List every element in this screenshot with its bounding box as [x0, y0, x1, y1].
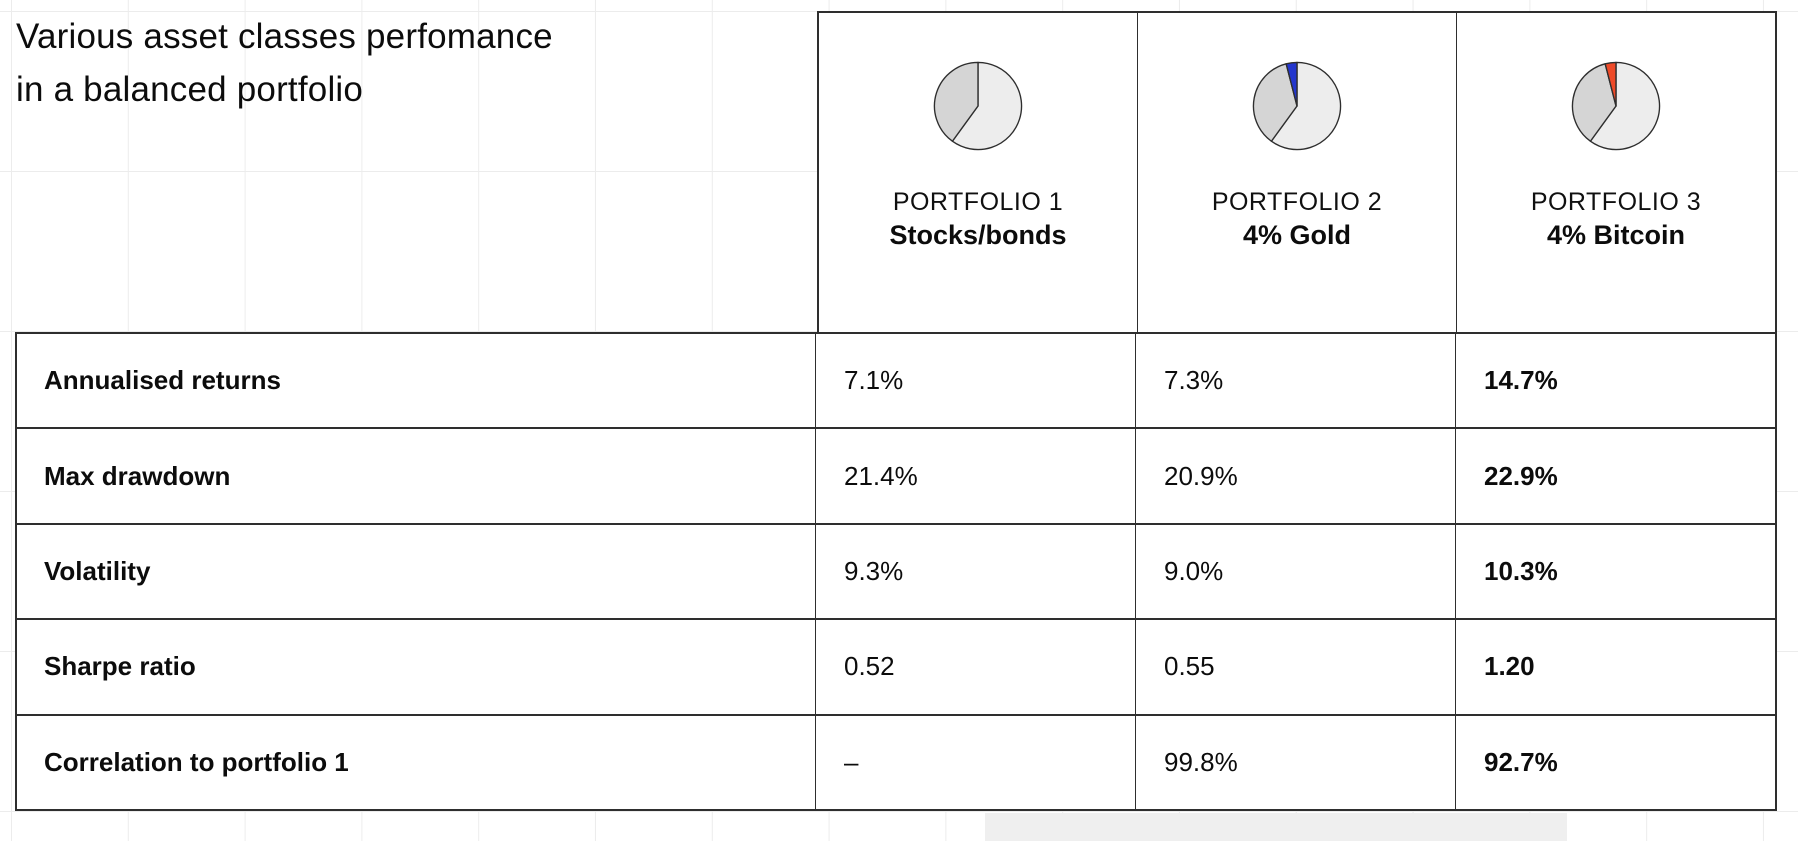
pie-slice — [1571, 63, 1617, 142]
cell-value: 22.9% — [1455, 429, 1775, 523]
portfolio-label: PORTFOLIO 3 — [1530, 188, 1702, 216]
portfolio-label: PORTFOLIO 2 — [1211, 188, 1383, 216]
cell-value: 0.52 — [815, 620, 1135, 714]
cell-value: 10.3% — [1455, 524, 1775, 619]
cell-value: – — [815, 715, 1135, 810]
row-label: Annualised returns — [44, 365, 281, 396]
portfolio-sublabel: 4% Gold — [1242, 220, 1351, 250]
title-line-1: Various asset classes perfomance — [16, 17, 553, 56]
pie-chart-portfolio-2 — [1252, 61, 1342, 151]
portfolio-column-1: PORTFOLIO 1 Stocks/bonds — [819, 13, 1137, 332]
cell-value: 1.20 — [1455, 620, 1775, 714]
table-row: Sharpe ratio 0.52 0.55 1.20 — [17, 618, 1775, 714]
portfolio-column-2: PORTFOLIO 2 4% Gold — [1137, 13, 1456, 332]
table-row: Annualised returns 7.1% 7.3% 14.7% — [17, 334, 1775, 428]
cell-value: 9.3% — [815, 524, 1135, 619]
row-label: Sharpe ratio — [44, 651, 196, 682]
title-line-2: in a balanced portfolio — [16, 70, 364, 109]
pie-slice — [951, 61, 1023, 151]
row-label: Volatility — [44, 556, 151, 587]
cell-value: 99.8% — [1135, 715, 1455, 810]
cell-value: 20.9% — [1135, 429, 1455, 523]
pie-chart-portfolio-3 — [1571, 61, 1661, 151]
portfolio-sublabel: 4% Bitcoin — [1546, 220, 1686, 250]
cell-value: 0.55 — [1135, 620, 1455, 714]
cell-value: 92.7% — [1455, 715, 1775, 810]
table-row: Correlation to portfolio 1 –99.8% 92.7% — [17, 713, 1775, 810]
cell-value: 21.4% — [815, 429, 1135, 523]
pie-slice — [1252, 63, 1298, 142]
cell-value: 9.0% — [1135, 524, 1455, 619]
metrics-table: Annualised returns 7.1% 7.3% 14.7% Max drawd… — [15, 332, 1777, 811]
background-shaded-cell — [985, 813, 1567, 841]
portfolio-label: PORTFOLIO 1 — [892, 188, 1064, 216]
pie-slice — [933, 61, 979, 142]
cell-value: 14.7% — [1455, 334, 1775, 428]
row-label: Correlation to portfolio 1 — [44, 746, 349, 777]
cell-value: 7.3% — [1135, 334, 1455, 428]
pie-slice — [1270, 61, 1342, 151]
table-row: Max drawdown 21.4% 20.9% 22.9% — [17, 427, 1775, 523]
portfolio-header-box: PORTFOLIO 1 Stocks/bonds PORTFOLIO 2 4% Gol… — [817, 11, 1777, 332]
pie-chart-portfolio-1 — [933, 61, 1023, 151]
pie-slice — [1589, 61, 1661, 151]
row-label: Max drawdown — [44, 460, 231, 491]
page-title: Various asset classes perfomance in a bal… — [16, 10, 553, 116]
cell-value: 7.1% — [815, 334, 1135, 428]
portfolio-sublabel: Stocks/bonds — [889, 220, 1067, 250]
table-row: Volatility 9.3% 9.0% 10.3% — [17, 522, 1775, 619]
pie-slice — [1604, 61, 1617, 107]
portfolio-column-3: PORTFOLIO 3 4% Bitcoin — [1456, 13, 1775, 332]
pie-slice — [1285, 61, 1298, 107]
